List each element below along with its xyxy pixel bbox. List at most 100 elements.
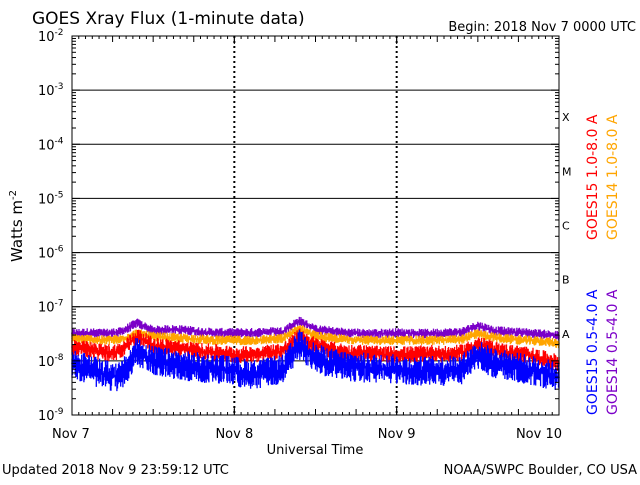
data-point bbox=[314, 357, 317, 360]
data-point bbox=[152, 360, 154, 362]
begin-time: Begin: 2018 Nov 7 0000 UTC bbox=[448, 20, 636, 35]
data-point bbox=[282, 337, 284, 340]
data-point bbox=[87, 349, 89, 351]
data-point bbox=[363, 366, 366, 369]
series-goes14-0-5-4-0-a bbox=[71, 316, 560, 341]
data-point bbox=[542, 340, 544, 343]
data-point bbox=[493, 336, 495, 339]
data-point bbox=[233, 370, 236, 372]
data-point bbox=[509, 352, 512, 354]
data-point bbox=[330, 362, 333, 365]
data-point bbox=[103, 374, 106, 376]
data-point bbox=[168, 328, 171, 331]
legend-entry: GOES14 0.5-4.0 A bbox=[605, 289, 621, 415]
flare-class-c: C bbox=[562, 220, 570, 233]
y-axis: 10-210-310-410-510-610-710-810-9 bbox=[38, 28, 559, 424]
y-tick-base: 10 bbox=[38, 138, 55, 153]
y-tick-label: 10-7 bbox=[38, 299, 64, 316]
data-point bbox=[477, 324, 479, 327]
data-point bbox=[412, 370, 414, 372]
data-point bbox=[103, 339, 106, 342]
data-point bbox=[509, 338, 512, 341]
y-tick-label: 10-3 bbox=[38, 82, 64, 99]
data-point bbox=[525, 339, 528, 342]
data-point bbox=[168, 346, 171, 348]
y-tick-exponent: -8 bbox=[55, 353, 64, 363]
y-tick-exponent: -7 bbox=[55, 299, 64, 309]
data-point bbox=[525, 332, 528, 334]
y-tick-base: 10 bbox=[38, 84, 55, 99]
updated-timestamp: Updated 2018 Nov 9 23:59:12 UTC bbox=[2, 463, 229, 478]
x-tick-label: Nov 8 bbox=[215, 427, 253, 442]
y-tick-base: 10 bbox=[38, 355, 55, 370]
data-point bbox=[444, 370, 447, 372]
data-point bbox=[428, 339, 430, 342]
data-point bbox=[266, 331, 268, 333]
credit: NOAA/SWPC Boulder, CO USA bbox=[444, 463, 637, 478]
data-point bbox=[444, 332, 447, 334]
x-axis-label: Universal Time bbox=[267, 443, 364, 458]
data-point bbox=[460, 368, 463, 371]
data-point bbox=[119, 338, 122, 341]
data-point bbox=[347, 338, 349, 341]
data-point bbox=[509, 331, 512, 333]
series-goes14-1-0-8-0-a bbox=[71, 325, 560, 349]
series-layer bbox=[71, 316, 560, 392]
data-point bbox=[347, 365, 349, 367]
data-point bbox=[298, 320, 301, 322]
data-point bbox=[136, 335, 138, 338]
y-tick-label: 10-2 bbox=[38, 28, 64, 45]
flare-class-b: B bbox=[562, 274, 570, 287]
data-point bbox=[412, 339, 414, 342]
x-tick-label: Nov 10 bbox=[516, 427, 562, 442]
legend-entry: GOES14 1.0-8.0 A bbox=[605, 114, 621, 240]
y-tick-base: 10 bbox=[38, 30, 55, 45]
data-point bbox=[314, 335, 317, 337]
data-point bbox=[249, 374, 252, 376]
data-point bbox=[444, 353, 447, 356]
y-tick-label: 10-8 bbox=[38, 353, 64, 370]
data-point bbox=[395, 339, 398, 342]
data-point bbox=[395, 332, 398, 334]
data-point bbox=[249, 332, 252, 334]
data-point bbox=[168, 362, 171, 365]
y-tick-label: 10-5 bbox=[38, 190, 64, 207]
data-point bbox=[444, 339, 447, 342]
data-point bbox=[233, 353, 236, 356]
data-point bbox=[201, 350, 203, 353]
y-tick-base: 10 bbox=[38, 301, 55, 316]
data-point bbox=[119, 331, 122, 333]
data-point bbox=[347, 332, 349, 334]
data-point bbox=[428, 352, 430, 354]
data-point bbox=[509, 365, 512, 367]
y-tick-exponent: -3 bbox=[55, 82, 64, 92]
data-point bbox=[233, 339, 236, 342]
y-tick-base: 10 bbox=[38, 247, 55, 262]
data-point bbox=[282, 368, 284, 371]
data-point bbox=[217, 368, 219, 371]
y-tick-base: 10 bbox=[38, 409, 55, 424]
x-tick-label: Nov 9 bbox=[378, 427, 416, 442]
y-tick-exponent: -4 bbox=[55, 136, 64, 146]
data-point bbox=[282, 330, 284, 333]
data-point bbox=[217, 332, 219, 334]
data-point bbox=[249, 353, 252, 356]
y-tick-exponent: -6 bbox=[55, 245, 64, 255]
x-axis: Nov 7 Nov 8 Nov 9 Nov 10 bbox=[52, 36, 562, 442]
data-point bbox=[412, 332, 414, 335]
data-point bbox=[542, 333, 544, 336]
data-point bbox=[330, 337, 333, 340]
data-point bbox=[477, 353, 479, 356]
data-point bbox=[136, 350, 138, 353]
data-point bbox=[379, 368, 382, 371]
flare-class-x: X bbox=[562, 111, 570, 124]
data-point bbox=[119, 350, 122, 353]
x-tick-label: Nov 7 bbox=[52, 427, 90, 442]
data-point bbox=[103, 352, 106, 354]
data-point bbox=[363, 339, 366, 342]
data-point bbox=[428, 332, 430, 335]
data-point bbox=[201, 366, 203, 369]
data-point bbox=[477, 343, 479, 346]
